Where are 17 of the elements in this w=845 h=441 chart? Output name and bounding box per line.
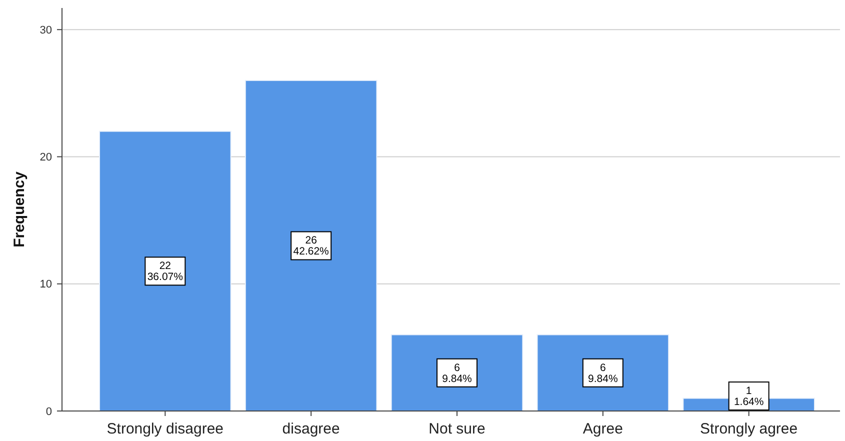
data-label: 6 9.84% xyxy=(588,362,618,385)
data-label: 1 1.64% xyxy=(734,385,764,408)
x-tick-label: Not sure xyxy=(428,420,486,438)
y-tick-label: 0 xyxy=(46,406,52,418)
x-tick-label: disagree xyxy=(282,420,340,438)
y-tick-label: 20 xyxy=(40,152,52,164)
y-axis-title: Frequency xyxy=(11,170,28,248)
data-label: 22 36.07% xyxy=(147,260,183,284)
bar xyxy=(99,130,232,412)
x-tick-label: Strongly disagree xyxy=(106,420,224,438)
x-tick-label: Strongly agree xyxy=(700,420,798,438)
y-tick-label: 10 xyxy=(40,278,52,291)
bar xyxy=(244,80,378,412)
data-label: 6 9.84% xyxy=(442,362,472,385)
data-label: 26 42.62% xyxy=(293,234,329,258)
y-tick-label: 30 xyxy=(40,24,52,36)
x-tick-label: Agree xyxy=(582,420,623,438)
